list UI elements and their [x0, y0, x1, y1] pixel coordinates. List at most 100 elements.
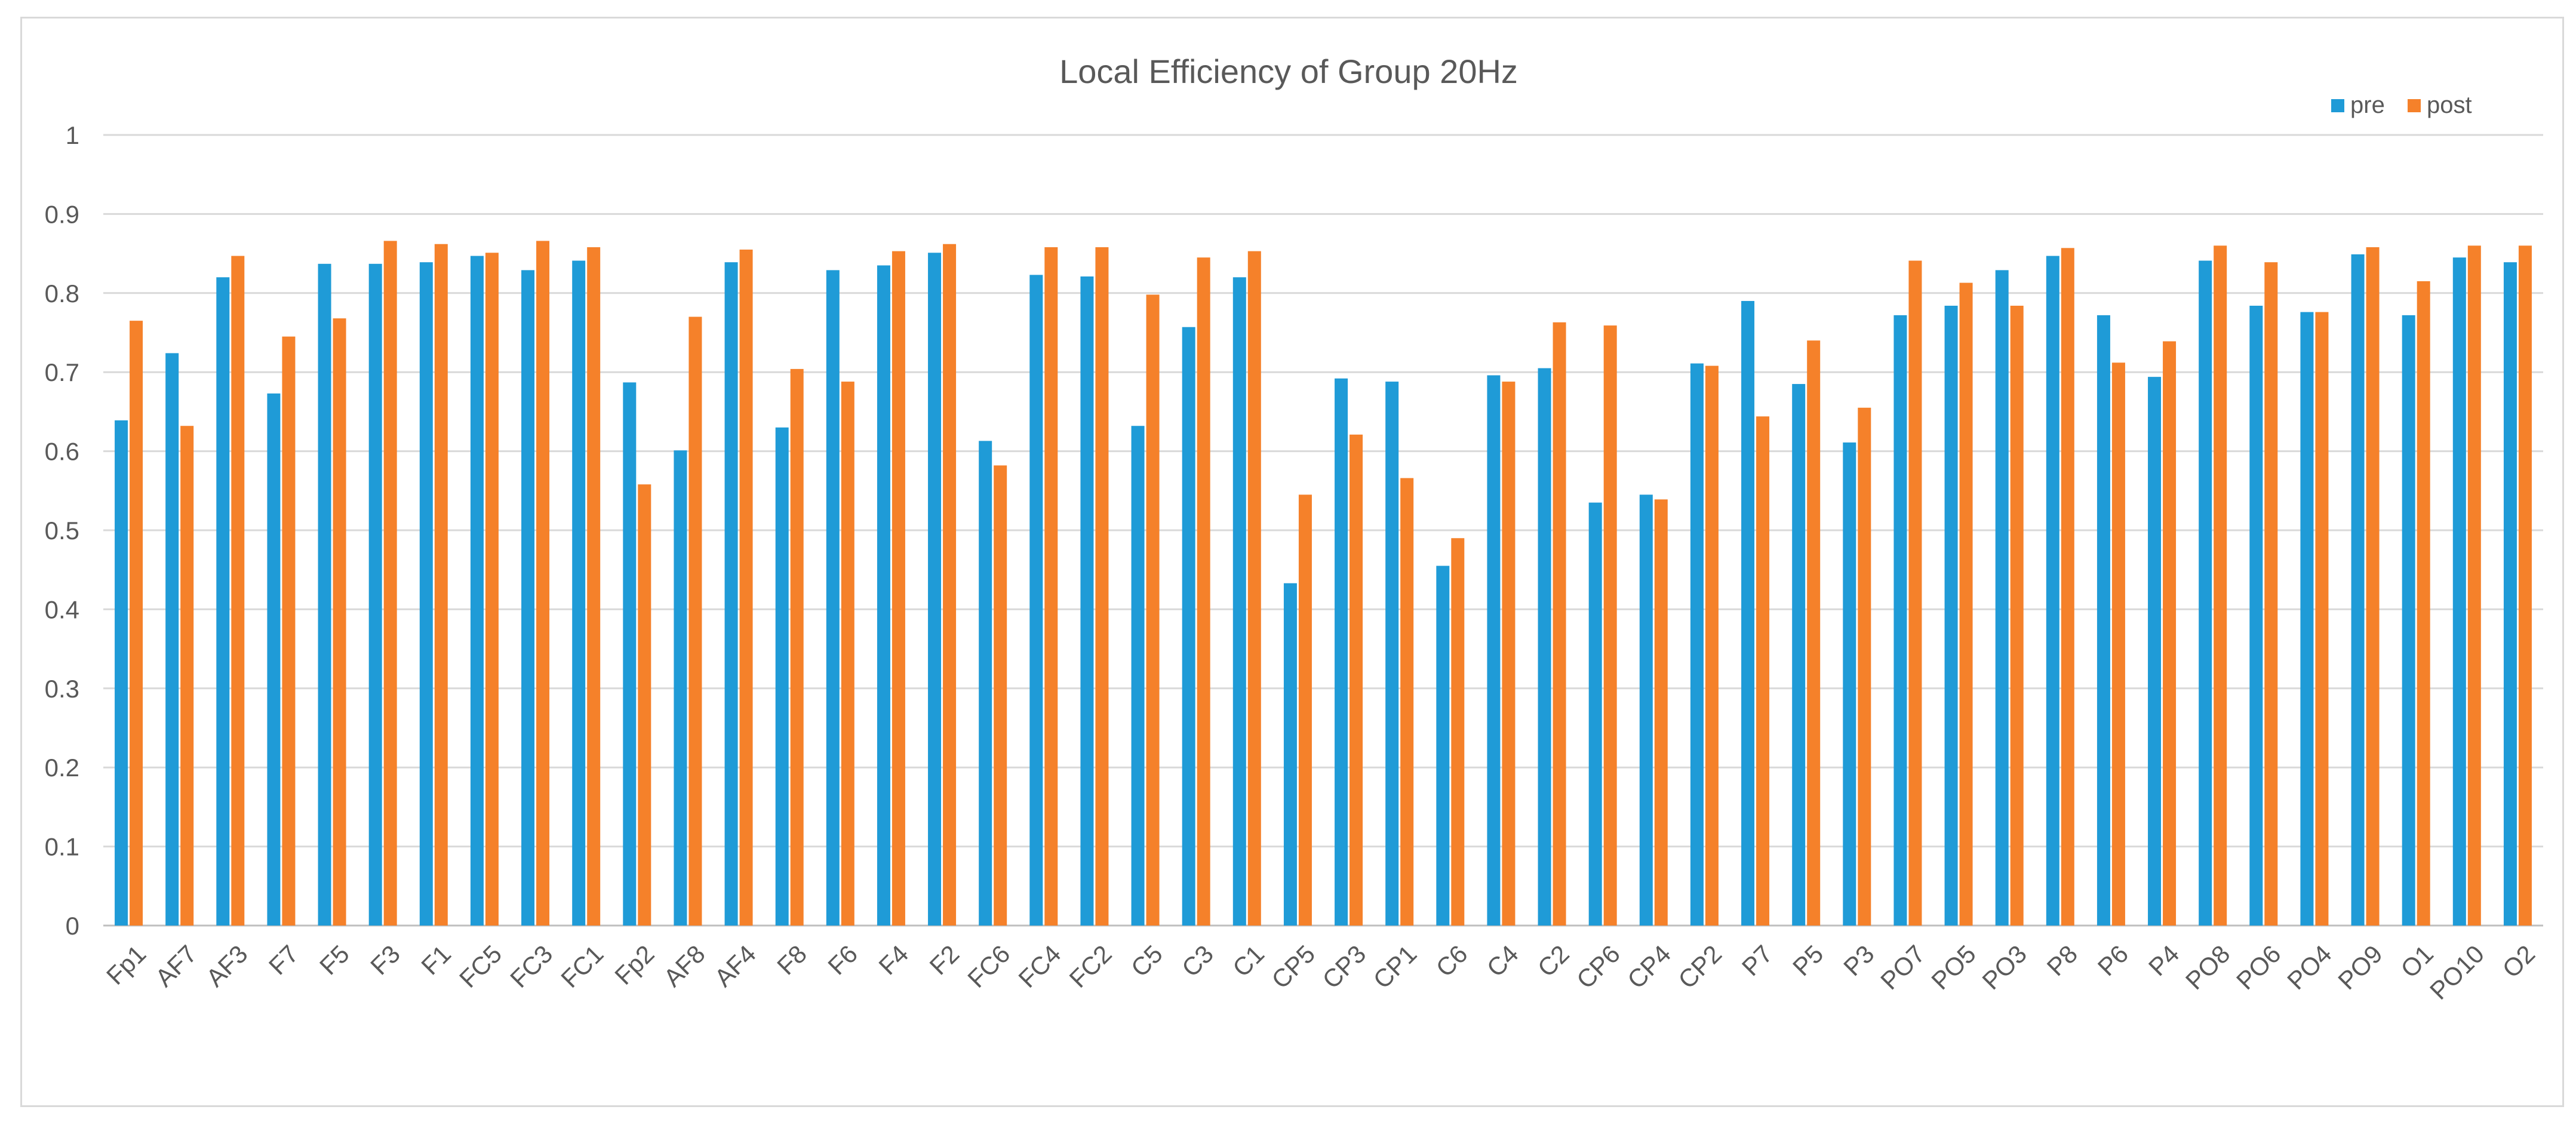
bar-pre-C6 — [1436, 565, 1450, 926]
x-tick-label-AF4: AF4 — [709, 940, 761, 992]
bar-post-C1 — [1247, 251, 1261, 926]
x-tick-label-FC3: FC3 — [505, 940, 558, 993]
bar-post-AF4 — [739, 249, 753, 926]
x-tick-label-Fp2: Fp2 — [609, 940, 659, 990]
bar-pre-C5 — [1131, 426, 1145, 926]
x-tick-label-P7: P7 — [1736, 940, 1778, 982]
bar-pre-CP4 — [1639, 494, 1653, 926]
bars — [115, 241, 2532, 926]
x-tick-label-C2: C2 — [1532, 940, 1575, 982]
y-tick-label: 0.8 — [45, 279, 79, 308]
bar-post-FC6 — [994, 465, 1007, 926]
bar-post-Fp1 — [130, 321, 143, 926]
bar-post-CP1 — [1400, 478, 1414, 926]
bar-post-Fp2 — [638, 484, 651, 926]
x-tick-label-P4: P4 — [2143, 940, 2185, 982]
x-tick-label-C5: C5 — [1126, 940, 1168, 982]
bar-post-P4 — [2163, 341, 2177, 926]
legend-post-label: post — [2427, 92, 2472, 118]
y-axis-ticks: 0 0.1 0.2 0.3 0.4 0.5 0.6 0.7 0.8 0.9 1 — [45, 121, 79, 940]
bar-pre-CP2 — [1690, 363, 1704, 926]
bar-pre-FC4 — [1029, 275, 1043, 926]
bar-pre-F5 — [318, 263, 331, 926]
bar-post-CP4 — [1654, 499, 1668, 926]
x-tick-label-PO9: PO9 — [2332, 940, 2388, 995]
bar-pre-FC1 — [572, 260, 586, 926]
bar-post-AF7 — [180, 426, 194, 926]
bar-post-PO9 — [2366, 247, 2380, 926]
bar-pre-P4 — [2148, 377, 2162, 926]
x-tick-label-CP3: CP3 — [1317, 940, 1371, 994]
x-tick-label-C3: C3 — [1176, 940, 1219, 982]
bar-pre-FC3 — [521, 270, 535, 926]
y-tick-label: 0.9 — [45, 200, 79, 228]
x-tick-label-PO10: PO10 — [2424, 940, 2489, 1005]
bar-pre-O2 — [2503, 262, 2517, 926]
legend-post-swatch — [2408, 99, 2421, 112]
legend: pre post — [2331, 92, 2472, 118]
y-tick-label: 0.1 — [45, 833, 79, 861]
bar-post-CP2 — [1705, 365, 1719, 926]
bar-post-FC3 — [536, 241, 550, 926]
bar-post-O2 — [2518, 245, 2532, 926]
bar-pre-P7 — [1741, 301, 1755, 926]
x-tick-label-AF3: AF3 — [201, 940, 253, 992]
x-tick-label-F6: F6 — [822, 940, 863, 980]
x-tick-label-P8: P8 — [2042, 940, 2083, 982]
y-tick-label: 1 — [66, 121, 79, 149]
x-tick-label-CP1: CP1 — [1368, 940, 1422, 994]
y-tick-label: 0 — [66, 912, 79, 940]
bar-post-FC1 — [587, 247, 601, 926]
bar-pre-P6 — [2097, 315, 2110, 926]
bar-pre-P5 — [1792, 384, 1806, 926]
bar-post-O1 — [2417, 281, 2430, 926]
bar-post-F6 — [841, 382, 854, 926]
x-tick-label-FC6: FC6 — [962, 940, 1015, 993]
bar-pre-PO4 — [2300, 312, 2314, 926]
x-tick-label-C4: C4 — [1481, 940, 1524, 982]
x-tick-label-PO5: PO5 — [1926, 940, 1981, 995]
x-tick-label-PO8: PO8 — [2180, 940, 2236, 995]
bar-pre-F8 — [775, 427, 789, 926]
bar-post-PO10 — [2467, 245, 2481, 926]
x-tick-label-AF7: AF7 — [150, 940, 202, 992]
x-tick-label-CP2: CP2 — [1673, 940, 1727, 994]
x-tick-label-CP4: CP4 — [1622, 940, 1676, 994]
bar-pre-PO10 — [2452, 257, 2466, 926]
bar-pre-Fp1 — [115, 420, 128, 926]
bar-post-P8 — [2061, 248, 2074, 926]
x-tick-label-FC4: FC4 — [1013, 940, 1066, 993]
bar-pre-F7 — [267, 393, 281, 926]
x-tick-label-PO3: PO3 — [1976, 940, 2032, 995]
legend-pre-label: pre — [2350, 92, 2385, 118]
bar-pre-PO3 — [1995, 270, 2009, 926]
bar-post-P6 — [2111, 362, 2125, 926]
x-tick-label-F5: F5 — [314, 940, 355, 980]
bar-post-P7 — [1756, 416, 1770, 926]
bar-post-C5 — [1146, 294, 1160, 926]
bar-post-F2 — [943, 244, 957, 926]
y-tick-label: 0.2 — [45, 754, 79, 782]
bar-post-FC2 — [1095, 247, 1109, 926]
bar-pre-C1 — [1232, 277, 1246, 926]
bar-post-PO3 — [2010, 305, 2024, 926]
x-tick-label-C6: C6 — [1430, 940, 1473, 982]
chart-frame: Local Efficiency of Group 20Hz 0 0.1 0.2 0.… — [20, 17, 2564, 1107]
bar-post-PO5 — [1959, 282, 1973, 926]
x-tick-label-F7: F7 — [263, 940, 304, 980]
bar-post-C3 — [1197, 257, 1210, 926]
gridlines — [103, 134, 2543, 927]
bar-pre-F3 — [368, 263, 382, 926]
y-tick-label: 0.4 — [45, 595, 79, 623]
x-tick-label-F3: F3 — [365, 940, 405, 980]
bar-post-AF8 — [688, 316, 702, 926]
bar-chart: Local Efficiency of Group 20Hz 0 0.1 0.2 0.… — [45, 53, 2543, 1005]
bar-pre-F4 — [877, 265, 890, 926]
bar-pre-AF8 — [674, 450, 687, 926]
bar-pre-AF4 — [724, 262, 738, 926]
bar-post-F4 — [892, 251, 905, 926]
bar-post-PO8 — [2214, 245, 2227, 926]
bar-pre-C4 — [1487, 375, 1501, 926]
x-tick-label-AF8: AF8 — [658, 940, 711, 992]
bar-post-C4 — [1502, 382, 1516, 926]
